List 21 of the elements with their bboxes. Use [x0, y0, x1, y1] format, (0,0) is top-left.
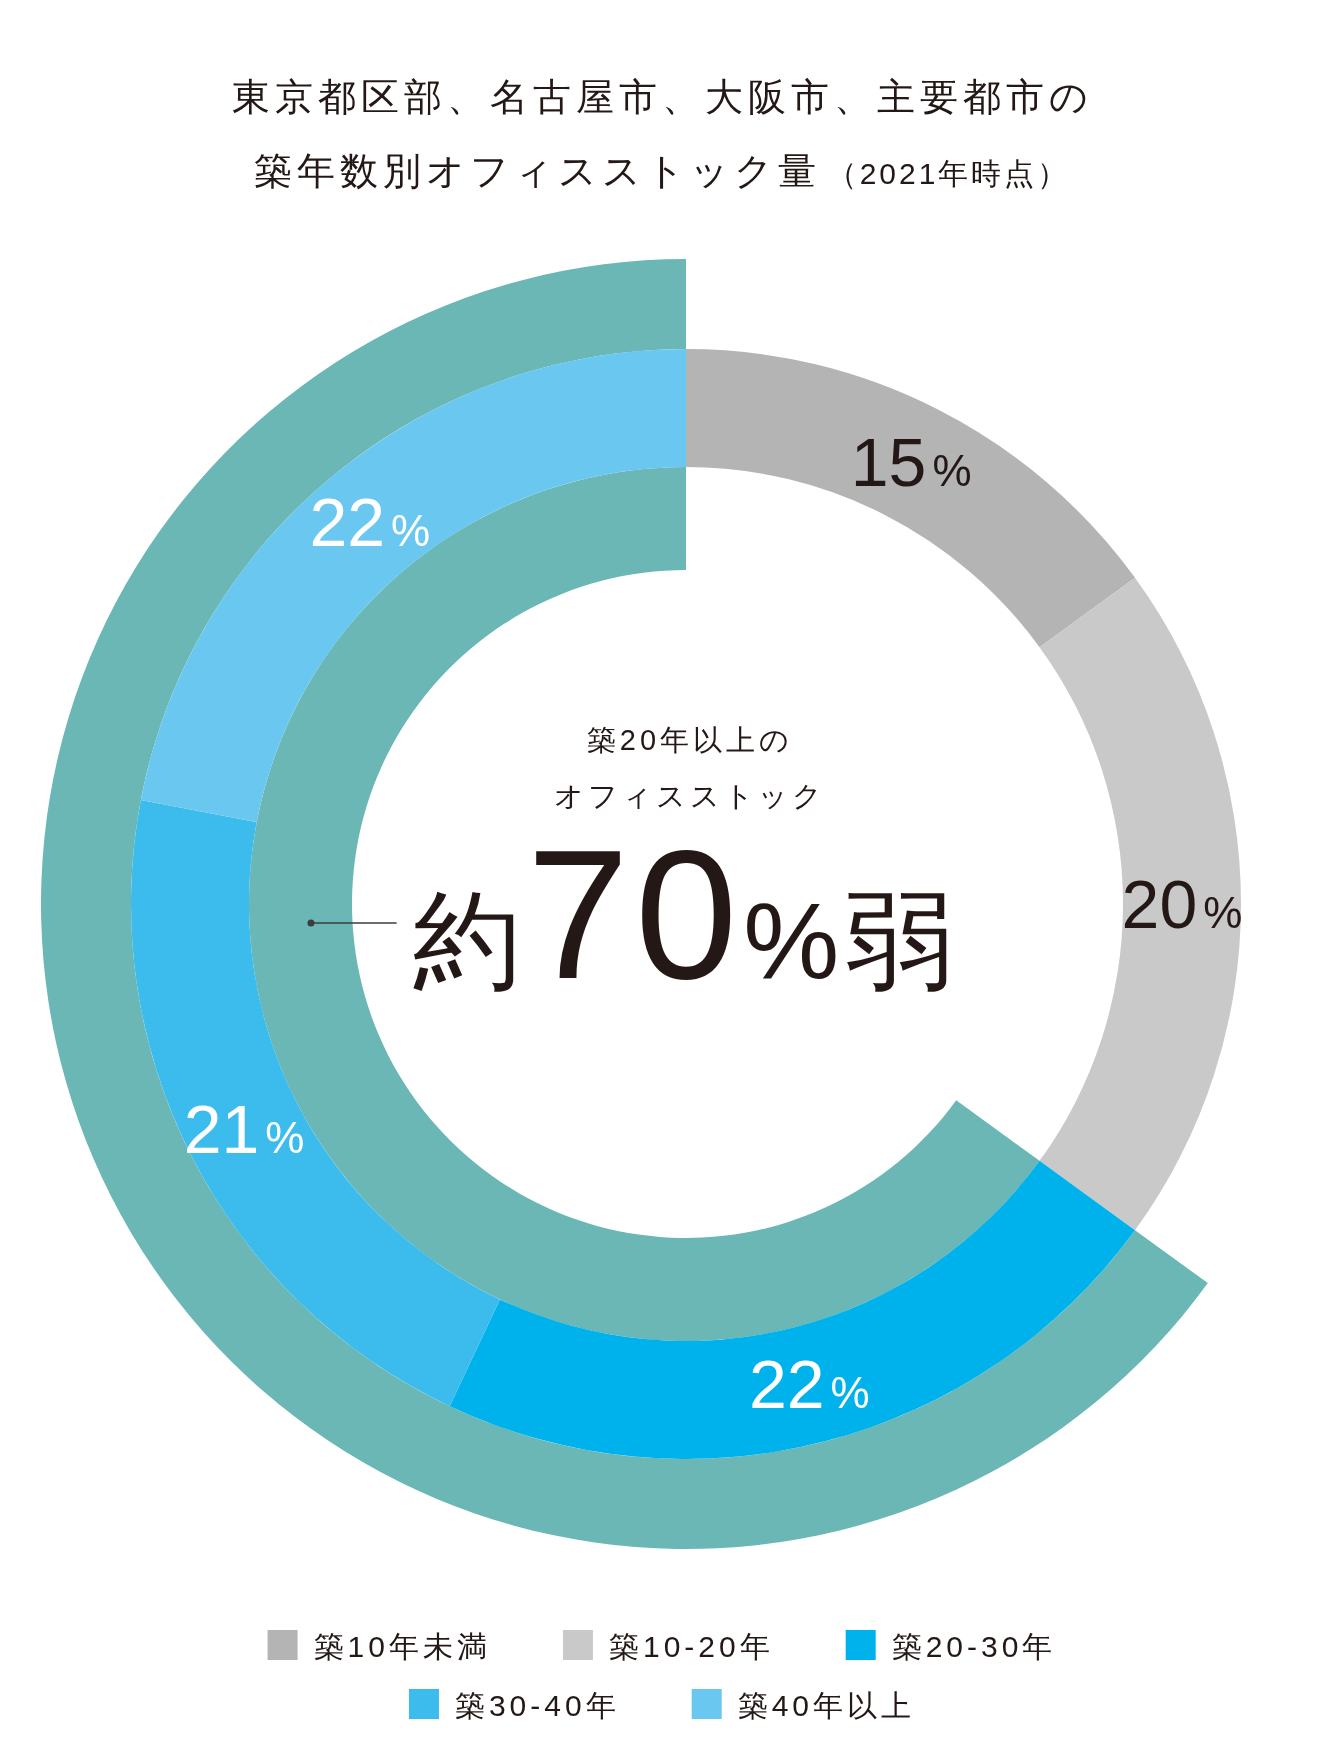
legend-item: 築10-20年 — [562, 1630, 774, 1663]
subtitle: （2021年時点） — [826, 157, 1071, 190]
data-label: 22% — [748, 1346, 870, 1423]
legend-label: 築40年以上 — [737, 1689, 916, 1722]
legend-label: 築20-30年 — [891, 1630, 1057, 1663]
annotation: オフィスストック — [554, 780, 826, 812]
legend-item: 築10年未満 — [267, 1630, 491, 1663]
data-label: 22% — [309, 483, 431, 560]
legend-label: 築10-20年 — [608, 1630, 774, 1663]
data-label: 21% — [183, 1091, 305, 1168]
legend-item: 築30-40年 — [408, 1689, 620, 1722]
annotation: 築20年以上の — [586, 724, 794, 756]
legend-label: 築30-40年 — [454, 1689, 620, 1722]
legend-label: 築10年未満 — [313, 1630, 491, 1663]
annotation: 約70%弱 — [412, 811, 960, 1017]
data-label: 15% — [850, 424, 972, 501]
legend-item: 築20-30年 — [845, 1630, 1057, 1663]
title: 築年数別オフィスストック量 — [253, 150, 821, 192]
legend-item: 築40年以上 — [691, 1689, 916, 1722]
title: 東京都区部、名古屋市、大阪市、主要都市の — [231, 76, 1093, 118]
data-label: 20% — [1121, 866, 1243, 942]
